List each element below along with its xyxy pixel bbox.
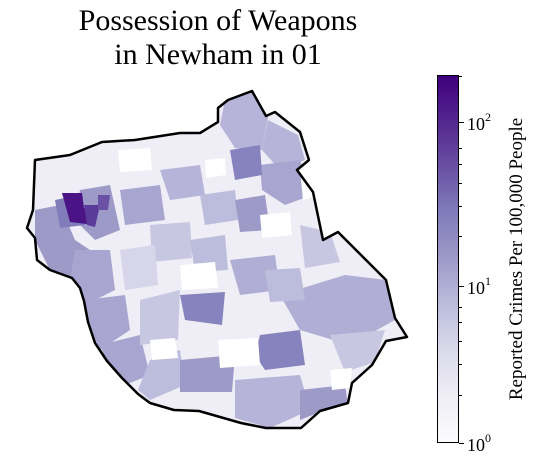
colorbar-minor-tick [459,148,462,149]
ward-areas [27,91,407,428]
title-line-1: Possession of Weapons [78,4,358,37]
ward-area [120,185,165,225]
ward-area [180,292,225,325]
ward-area [138,350,185,400]
colorbar-minor-tick [459,206,462,207]
colorbar-minor-tick [459,341,462,342]
ward-area [230,145,262,180]
ward-area [160,165,205,200]
colorbar-minor-tick [459,307,462,308]
ward-area [280,275,395,345]
colorbar-minor-tick [459,322,462,323]
ward-area [235,375,310,428]
borough-boundary [25,89,409,430]
colorbar-ticklabel-1: 100 [467,431,491,455]
ward-area [330,330,385,372]
ward-area [98,195,110,210]
colorbar-ticklabel-10: 101 [467,274,491,298]
ward-area [262,120,305,170]
colorbar-minor-tick [459,164,462,165]
ward-area [260,212,292,238]
ward-area [200,190,238,225]
ward-area [300,168,322,200]
ward-area [205,158,226,178]
colorbar-label: Reported Crimes Per 100,000 People [506,117,527,401]
ward-area [140,290,180,345]
colorbar-minor-tick [459,364,462,365]
ward-area [180,262,218,290]
ward-area [190,235,228,272]
title-line-2: in Newham in 01 [114,38,322,71]
ward-area [255,330,305,370]
colorbar-minor-tick [459,395,462,396]
ward-area [330,368,352,390]
ward-area [84,205,100,227]
ward-area [220,92,268,150]
colorbar-tick-1 [459,443,464,444]
colorbar-minor-tick [459,183,462,184]
ward-area [120,245,158,290]
ward-area [118,148,152,172]
ward-area [150,338,178,360]
colorbar-tick-10 [459,286,464,287]
ward-area [100,335,150,385]
colorbar-tick-100 [459,122,464,123]
colorbar-ticklabel-100: 102 [467,110,491,134]
map-title: Possession of Weapons in Newham in 01 [0,4,436,72]
ward-area [85,295,130,350]
ward-area [218,338,260,368]
colorbar-minor-tick [459,236,462,237]
ward-area [300,385,348,420]
ward-area [265,268,305,302]
colorbar [437,75,459,443]
ward-area [150,222,192,262]
colorbar-minor-tick [459,76,462,77]
